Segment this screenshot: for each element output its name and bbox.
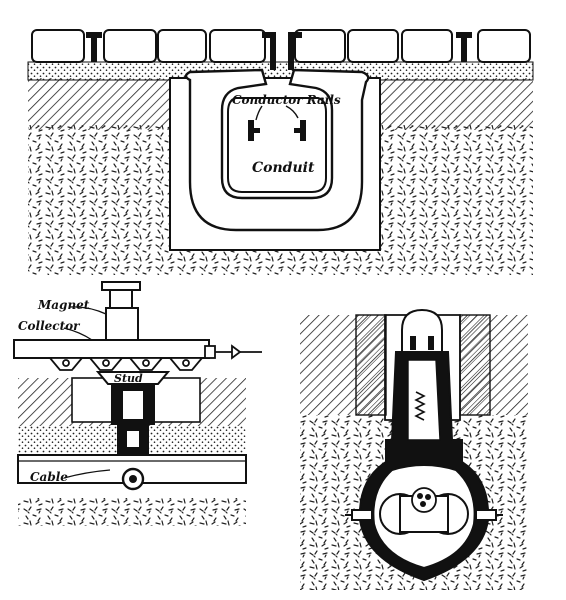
label-conduit: Conduit — [252, 160, 315, 176]
spring — [414, 391, 426, 421]
slot-rails — [262, 32, 302, 70]
magnet — [101, 281, 141, 341]
collector-connector — [204, 344, 262, 360]
conduit-yoke — [184, 68, 370, 232]
stud-cap — [401, 308, 443, 353]
running-rails — [86, 32, 472, 62]
paving-setts — [31, 29, 531, 63]
stud-box-section — [300, 308, 528, 590]
cable-center — [411, 487, 437, 513]
housing-inner — [407, 359, 441, 441]
label-collector: Collector — [18, 319, 81, 333]
stud-head — [95, 371, 171, 385]
ground-gravel — [18, 498, 246, 526]
conductor-rails-icons — [248, 120, 306, 141]
label-stud: Stud — [114, 372, 143, 385]
collector-shoes — [48, 357, 204, 371]
stud-contact-section: Magnet Collector Stud Cable — [13, 281, 262, 526]
side-bolts — [345, 509, 503, 521]
conduit-inner — [227, 97, 327, 193]
rails-leader-arrows — [255, 105, 299, 121]
label-magnet: Magnet — [37, 298, 90, 312]
top-conduit-section: Conductor Rails Conduit — [27, 29, 534, 275]
collector-bar — [13, 339, 210, 359]
label-conductor-rails: Conductor Rails — [232, 93, 341, 107]
left-leader-lines — [63, 306, 111, 479]
label-cable: Cable — [30, 470, 68, 484]
road-block-right — [151, 377, 201, 423]
stud-body — [111, 383, 155, 455]
